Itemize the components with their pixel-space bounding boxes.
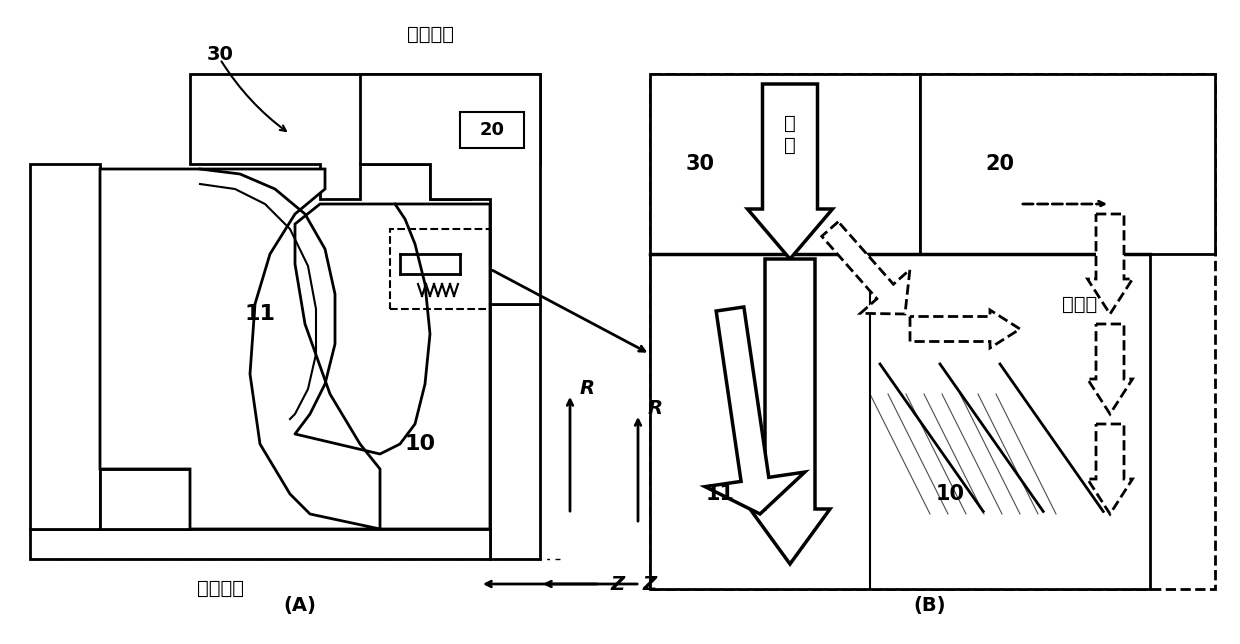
- Bar: [391, 229, 490, 309]
- Text: R: R: [580, 379, 595, 399]
- Text: 30: 30: [686, 154, 714, 174]
- Polygon shape: [295, 204, 490, 529]
- Polygon shape: [750, 259, 830, 564]
- Polygon shape: [1087, 424, 1132, 514]
- Polygon shape: [100, 469, 190, 529]
- Text: 20: 20: [480, 121, 505, 139]
- Text: 浡轮进口: 浡轮进口: [407, 24, 454, 44]
- Polygon shape: [920, 74, 1215, 254]
- Polygon shape: [748, 84, 832, 259]
- Bar: [650, 74, 920, 254]
- Text: 20: 20: [986, 154, 1014, 174]
- Polygon shape: [30, 164, 100, 529]
- Text: 10: 10: [404, 434, 435, 454]
- Polygon shape: [100, 169, 379, 529]
- Polygon shape: [30, 529, 490, 559]
- Polygon shape: [490, 304, 539, 559]
- Text: R: R: [649, 399, 663, 419]
- Text: 30: 30: [207, 44, 233, 64]
- Polygon shape: [822, 222, 910, 314]
- Polygon shape: [190, 74, 539, 199]
- Polygon shape: [1087, 214, 1132, 314]
- Text: 10: 10: [935, 484, 965, 504]
- Text: 11: 11: [244, 304, 275, 324]
- Text: Z: Z: [610, 574, 624, 594]
- FancyBboxPatch shape: [460, 112, 525, 148]
- Bar: [650, 74, 1215, 589]
- Text: (A): (A): [284, 596, 316, 616]
- Polygon shape: [1087, 324, 1132, 414]
- Polygon shape: [706, 307, 805, 514]
- Text: 浡轮出口: 浡轮出口: [196, 578, 243, 598]
- Text: 主
流: 主 流: [784, 113, 796, 155]
- Text: Z: Z: [642, 574, 656, 594]
- Text: (B): (B): [914, 596, 946, 616]
- Polygon shape: [360, 74, 539, 304]
- Polygon shape: [910, 310, 1021, 348]
- Bar: [650, 254, 1149, 589]
- Text: 泄漏流: 泄漏流: [1063, 294, 1097, 314]
- Text: 11: 11: [706, 484, 734, 504]
